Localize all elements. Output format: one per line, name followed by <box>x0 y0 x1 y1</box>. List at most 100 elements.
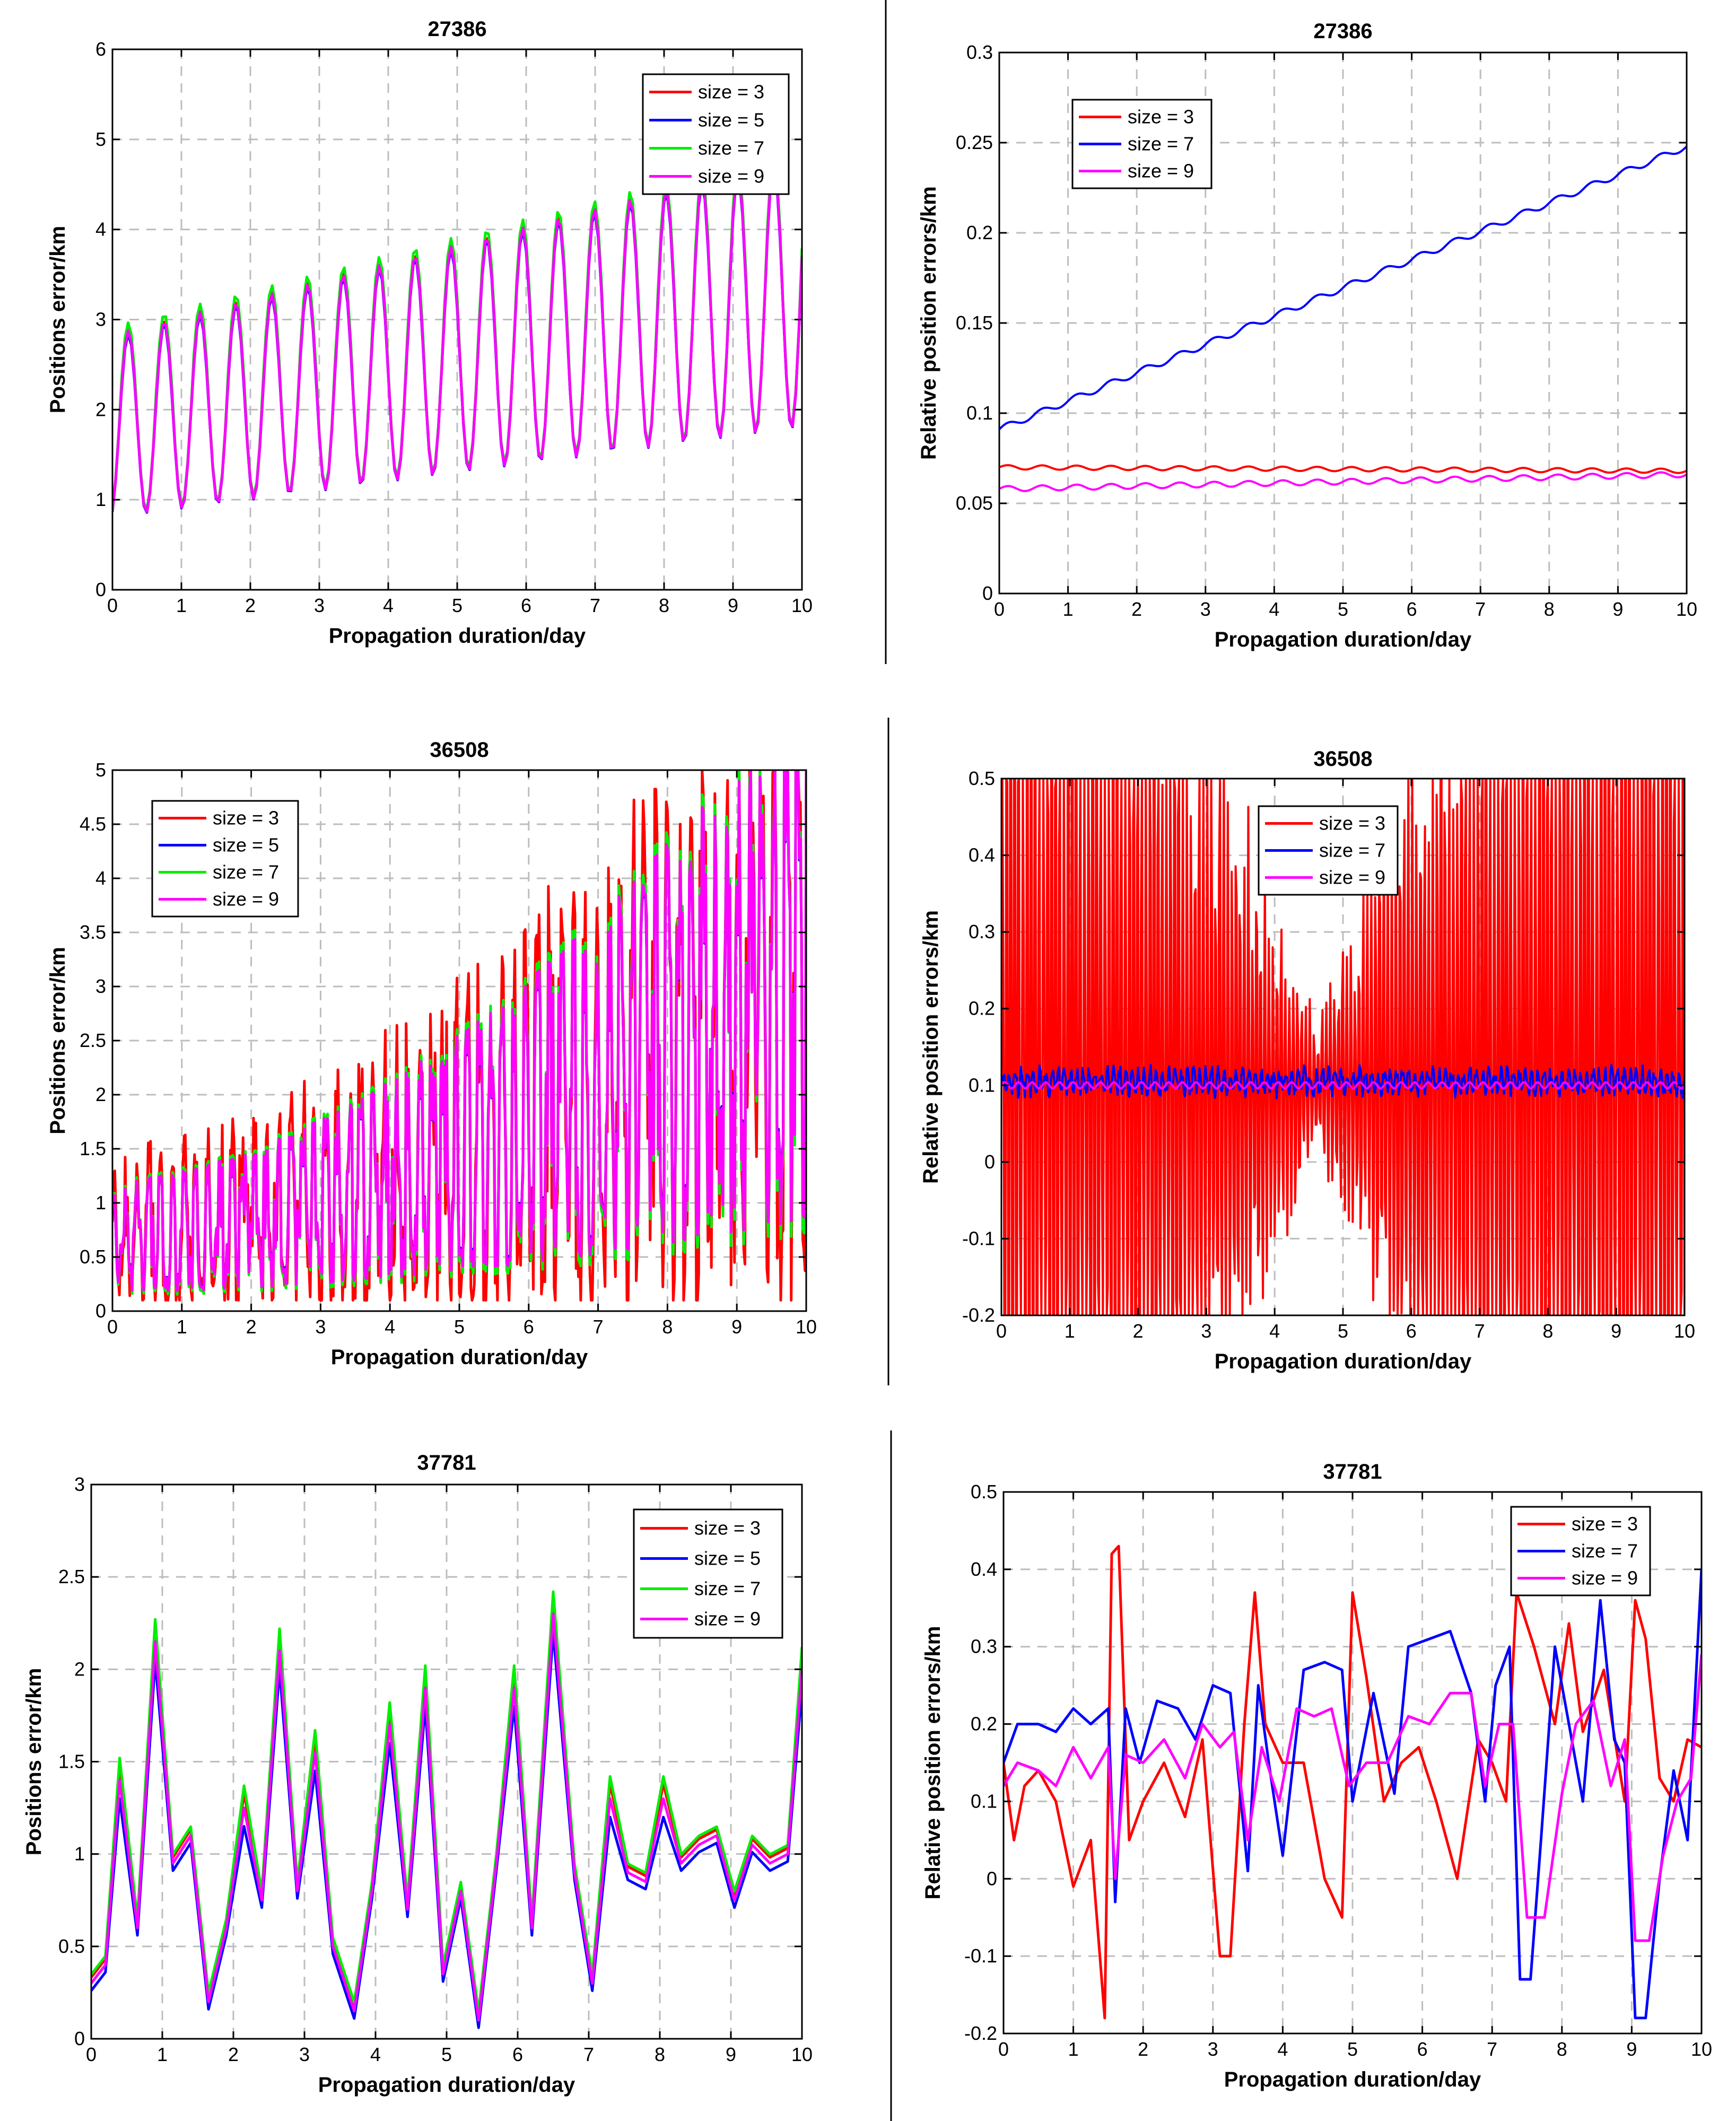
x-tick-label: 7 <box>1487 2038 1497 2060</box>
y-tick-label: 0 <box>982 582 993 604</box>
y-tick-label: 0.2 <box>969 998 995 1019</box>
legend-label: size = 7 <box>1572 1540 1638 1562</box>
legend-label: size = 3 <box>1572 1513 1638 1535</box>
y-axis-label: Positions error/km <box>22 1668 46 1855</box>
legend-label: size = 5 <box>694 1548 761 1569</box>
x-tick-label: 3 <box>1200 598 1211 620</box>
chart-panel-5: 0 1 2 3 4 5 6 7 8 9 10 0 0.5 1 1.5 2 2.5 3 37781 Propagatio… <box>22 1451 813 2097</box>
x-tick-label: 10 <box>791 2044 813 2065</box>
y-tick-label: 0.1 <box>971 1790 997 1812</box>
x-axis-label: Propagation duration/day <box>1215 628 1472 651</box>
y-tick-label: 0.1 <box>966 402 993 424</box>
chart-panel-3: 0 1 2 3 4 5 6 7 8 9 10 0 0.5 1 1.5 2 2.5 3 3.5 4 4.5 5 36508 Pr… <box>46 738 817 1369</box>
series-line-size-9 <box>112 770 806 1293</box>
y-tick-label: 0.15 <box>956 312 993 334</box>
x-tick-label: 9 <box>1612 598 1623 620</box>
x-tick-label: 8 <box>1557 2038 1567 2060</box>
series-line-size-3 <box>112 770 806 1302</box>
legend-box <box>151 800 299 918</box>
y-tick-label: 4 <box>95 219 106 240</box>
x-tick-label: 4 <box>1269 598 1279 620</box>
y-tick-label: 1 <box>95 488 106 510</box>
x-tick-label: 9 <box>726 2044 736 2065</box>
y-tick-label: 1 <box>74 1843 85 1865</box>
x-tick-label: 7 <box>590 595 600 616</box>
y-tick-label: 5 <box>95 128 106 150</box>
y-tick-label: -0.1 <box>964 1945 997 1967</box>
x-tick-label: 6 <box>1417 2038 1428 2060</box>
y-tick-label: 2.5 <box>58 1566 85 1587</box>
y-tick-label: 2 <box>95 398 106 420</box>
x-tick-label: 5 <box>1347 2038 1358 2060</box>
x-tick-label: 7 <box>583 2044 594 2065</box>
y-tick-label: 0.5 <box>80 1246 106 1268</box>
y-tick-label: 3 <box>95 975 106 997</box>
legend-label: size = 9 <box>694 1608 761 1630</box>
legend-label: size = 9 <box>213 888 279 910</box>
x-tick-label: 5 <box>1338 1320 1348 1342</box>
x-tick-label: 4 <box>1277 2038 1288 2060</box>
y-tick-label: 0 <box>95 1300 106 1322</box>
chart-title: 36508 <box>430 738 488 762</box>
series-line-size-7 <box>1001 1063 1685 1099</box>
x-tick-label: 10 <box>1676 598 1697 620</box>
x-tick-label: 6 <box>1406 1320 1417 1342</box>
legend: size = 3 size = 5 size = 7 size = 9 <box>642 73 790 195</box>
x-tick-label: 0 <box>996 1320 1007 1342</box>
x-tick-label: 6 <box>1407 598 1417 620</box>
y-tick-label: 4 <box>95 867 106 889</box>
x-tick-label: 9 <box>731 1316 742 1338</box>
y-tick-label: 1.5 <box>58 1751 85 1773</box>
x-tick-label: 8 <box>655 2044 665 2065</box>
legend-label: size = 7 <box>694 1578 761 1600</box>
x-tick-label: 3 <box>1201 1320 1211 1342</box>
series-line-size-9 <box>112 161 802 513</box>
y-tick-label: 0.3 <box>966 41 993 63</box>
legend-label: size = 7 <box>1128 133 1194 155</box>
y-tick-label: 2 <box>95 1084 106 1105</box>
x-tick-label: 10 <box>796 1316 817 1338</box>
x-tick-label: 1 <box>1063 598 1074 620</box>
y-tick-label: 5 <box>95 759 106 781</box>
legend-label: size = 7 <box>1319 840 1385 861</box>
legend-label: size = 3 <box>1319 813 1385 834</box>
x-tick-label: 10 <box>1674 1320 1695 1342</box>
x-tick-label: 0 <box>86 2044 97 2065</box>
x-tick-label: 5 <box>452 595 463 616</box>
legend: size = 3 size = 7 size = 9 <box>1510 1506 1651 1596</box>
chart-title: 36508 <box>1313 747 1372 771</box>
legend-label: size = 5 <box>698 109 764 131</box>
chart-panel-1: 0 1 2 3 4 5 6 7 8 9 10 0 1 2 3 4 5 6 27386 Propagation dura… <box>46 18 813 648</box>
x-tick-label: 9 <box>728 595 738 616</box>
x-tick-label: 2 <box>246 1316 257 1338</box>
x-tick-label: 3 <box>299 2044 310 2065</box>
x-tick-label: 4 <box>383 595 394 616</box>
x-tick-label: 6 <box>521 595 531 616</box>
chart-panel-4: 0 1 2 3 4 5 6 7 8 9 10 -0.2 -0.1 0 0.1 0.2 0.3 0.4 0.5 3650… <box>919 747 1695 1373</box>
series-line-size-9 <box>1001 1081 1685 1089</box>
x-tick-label: 9 <box>1611 1320 1621 1342</box>
y-tick-label: 1 <box>95 1192 106 1214</box>
x-tick-label: 7 <box>593 1316 604 1338</box>
legend: size = 3 size = 5 size = 7 size = 9 <box>633 1508 783 1639</box>
legend-label: size = 7 <box>698 137 764 159</box>
series-line-size-7 <box>999 145 1687 431</box>
y-tick-label: 0.5 <box>969 767 995 789</box>
legend-label: size = 3 <box>213 807 279 829</box>
y-tick-label: 2 <box>74 1658 85 1680</box>
legend-label: size = 9 <box>1128 160 1194 182</box>
y-tick-label: 0.2 <box>971 1713 997 1735</box>
y-tick-label: 0.2 <box>966 222 993 243</box>
series-line-size-9 <box>91 1612 802 2022</box>
series-line-size-9 <box>1004 1654 1702 1942</box>
x-tick-label: 0 <box>994 598 1005 620</box>
x-tick-label: 5 <box>441 2044 452 2065</box>
x-axis-label: Propagation duration/day <box>1215 1350 1472 1373</box>
x-tick-label: 9 <box>1626 2038 1637 2060</box>
x-tick-label: 8 <box>659 595 669 616</box>
x-tick-label: 4 <box>370 2044 381 2065</box>
legend-label: size = 9 <box>1572 1567 1638 1589</box>
y-axis-label: Relative position errors/km <box>919 910 943 1184</box>
legend-box <box>633 1508 783 1639</box>
y-tick-label: 0.5 <box>971 1481 997 1503</box>
